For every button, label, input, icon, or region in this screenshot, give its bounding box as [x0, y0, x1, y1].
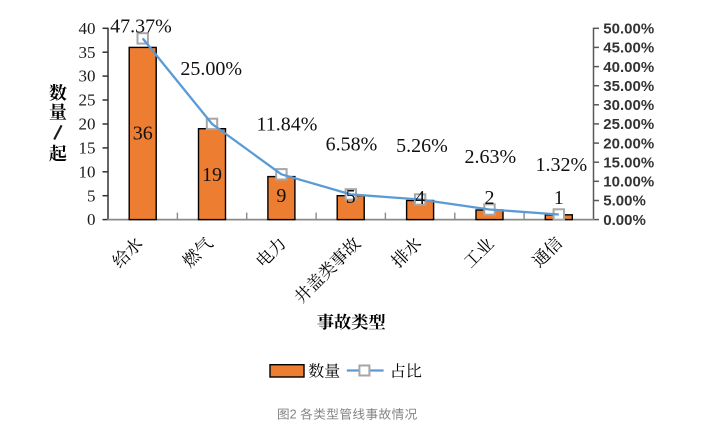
svg-text:10: 10 [79, 162, 96, 181]
svg-text:30.00%: 30.00% [603, 97, 654, 114]
svg-text:4: 4 [415, 187, 425, 209]
svg-text:2: 2 [485, 187, 495, 209]
svg-text:5.26%: 5.26% [396, 135, 448, 157]
svg-text:30: 30 [79, 67, 96, 86]
svg-text:5: 5 [87, 186, 96, 205]
svg-text:6.58%: 6.58% [326, 133, 378, 155]
svg-text:40: 40 [79, 19, 96, 38]
svg-text:25.00%: 25.00% [180, 58, 242, 80]
svg-text:50.00%: 50.00% [603, 21, 654, 38]
svg-text:1.32%: 1.32% [535, 154, 587, 176]
svg-text:0.00%: 0.00% [603, 212, 646, 229]
svg-text:1: 1 [554, 187, 564, 209]
svg-text:2.63%: 2.63% [464, 146, 516, 168]
svg-text:5.00%: 5.00% [603, 193, 646, 210]
svg-text:15.00%: 15.00% [603, 154, 654, 171]
svg-text:40.00%: 40.00% [603, 59, 654, 76]
svg-text:15: 15 [79, 139, 96, 158]
svg-text:25: 25 [79, 91, 96, 110]
svg-text:35: 35 [79, 43, 96, 62]
svg-text:35.00%: 35.00% [603, 78, 654, 95]
svg-text:45.00%: 45.00% [603, 40, 654, 57]
svg-text:20.00%: 20.00% [603, 135, 654, 152]
svg-text:10.00%: 10.00% [603, 174, 654, 191]
svg-text:36: 36 [133, 122, 153, 144]
svg-text:20: 20 [79, 115, 96, 134]
svg-text:11.84%: 11.84% [257, 113, 318, 135]
svg-text:2: 2 [290, 407, 297, 421]
svg-text:19: 19 [202, 164, 222, 186]
svg-text:25.00%: 25.00% [603, 116, 654, 133]
svg-text:9: 9 [276, 185, 286, 207]
svg-text:5: 5 [346, 186, 356, 208]
svg-text:47.37%: 47.37% [110, 16, 172, 38]
svg-text:0: 0 [87, 210, 96, 229]
